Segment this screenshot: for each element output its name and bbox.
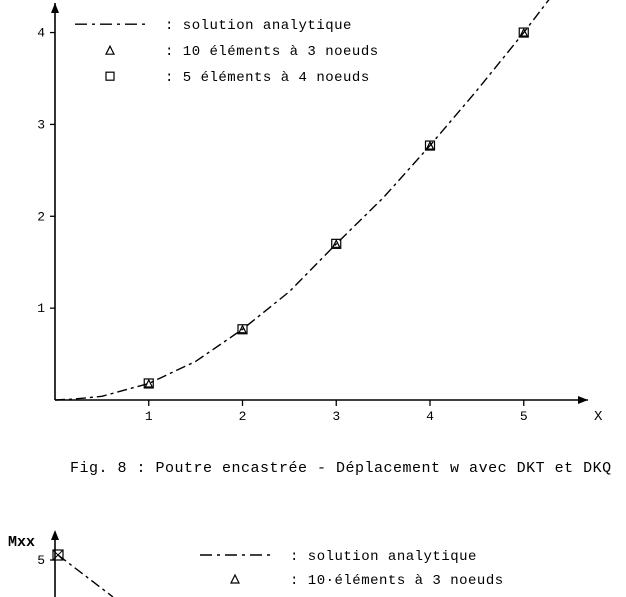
chart-1-svg: 1 2 3 4 5 X 1 2 3 4 : solution analytique : 10 élém… xyxy=(30,0,620,430)
y-tick-label: 2 xyxy=(37,209,45,224)
chart-2-svg: 5 : solution analytique : 10·éléments à 3 … xyxy=(0,520,626,597)
x-tick-label: 1 xyxy=(145,409,153,424)
chart2-line-fragment xyxy=(58,555,113,597)
legend-label: : solution analytique xyxy=(290,549,477,565)
y-tick-label: 1 xyxy=(37,301,45,316)
x-tick-label: 4 xyxy=(426,409,434,424)
y-tick-label: 4 xyxy=(37,26,45,41)
legend-triangle-icon xyxy=(231,575,239,583)
page-root: 1 2 3 4 5 X 1 2 3 4 : solution analytique : 10 élém… xyxy=(0,0,626,597)
chart2-y-tick-label: 5 xyxy=(37,553,45,568)
figure-caption: Fig. 8 : Poutre encastrée - Déplacement … xyxy=(70,460,612,477)
legend-label: : solution analytique xyxy=(165,18,352,34)
legend-triangle-icon xyxy=(106,46,114,54)
x-tick-label: 5 xyxy=(520,409,528,424)
x-tick-label: 2 xyxy=(239,409,247,424)
legend-label: : 5 éléments à 4 noeuds xyxy=(165,70,370,86)
x-axis-label: X xyxy=(594,409,603,425)
x-tick-label: 3 xyxy=(332,409,340,424)
chart-1: 1 2 3 4 5 X 1 2 3 4 : solution analytique : 10 élém… xyxy=(30,0,620,435)
y-tick-label: 3 xyxy=(37,117,45,132)
legend-square-icon xyxy=(106,72,114,80)
legend-label: : 10 éléments à 3 noeuds xyxy=(165,44,379,60)
legend-label: : 10·éléments à 3 noeuds xyxy=(290,573,504,589)
